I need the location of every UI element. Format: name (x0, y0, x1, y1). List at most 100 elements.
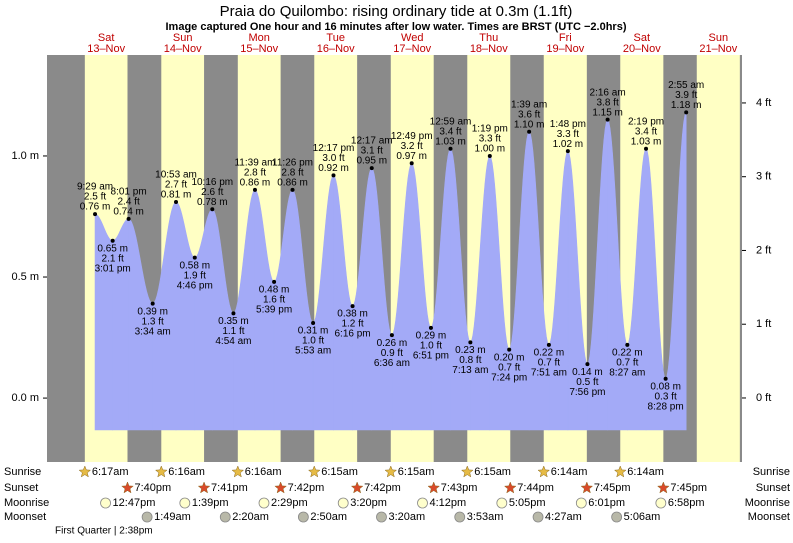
extreme-meters: 0.08 m (650, 381, 681, 392)
extreme-time: 3:34 am (135, 326, 171, 337)
extreme-feet: 3.9 ft (675, 90, 697, 101)
extreme-feet: 2.6 ft (201, 187, 223, 198)
extreme-meters: 0.58 m (179, 260, 210, 271)
row-label: Sunset (756, 482, 790, 494)
extreme-time: 11:26 pm (272, 158, 313, 169)
extreme-feet: 0.7 ft (616, 357, 638, 368)
day-name: Mon (249, 32, 270, 44)
extreme-point (605, 117, 610, 122)
extreme-point (409, 161, 414, 166)
moonset-time: 3:20am (388, 511, 425, 523)
extreme-time: 12:59 am (430, 116, 472, 127)
chart-subtitle: Image captured One hour and 16 minutes a… (165, 21, 626, 33)
extreme-point (192, 255, 197, 260)
star-icon (78, 465, 92, 478)
tide-segment (233, 189, 256, 431)
extreme-meters: 0.35 m (218, 316, 249, 327)
day-name: Sun (173, 32, 193, 44)
extreme-point (507, 347, 512, 352)
star-icon (503, 481, 517, 494)
moonset-time: 2:20am (232, 511, 269, 523)
extreme-point (110, 238, 115, 243)
extreme-time: 12:49 pm (391, 131, 433, 142)
tide-segment (411, 162, 432, 431)
extreme-time: 3:01 pm (95, 263, 131, 274)
moonrise-icon (337, 497, 349, 509)
row-label: Sunrise (753, 466, 790, 478)
tide-segment (333, 174, 353, 431)
moonrise-time: 3:20pm (350, 497, 387, 509)
extreme-point (369, 166, 374, 171)
extreme-time: 7:13 am (452, 365, 488, 376)
extreme-time: 2:16 am (590, 87, 626, 98)
extreme-meters: 0.23 m (455, 345, 486, 356)
tide-segment (292, 189, 314, 431)
extreme-time: 7:56 pm (569, 387, 605, 398)
extreme-time: 2:55 am (668, 80, 704, 91)
extreme-point (290, 187, 295, 192)
moonrise-icon (655, 497, 667, 509)
extreme-point (150, 301, 155, 306)
moonrise-icon (496, 497, 508, 509)
moonrise-time: 12:47pm (113, 497, 156, 509)
extreme-time: 6:51 pm (413, 351, 449, 362)
star-icon (613, 465, 627, 478)
tide-segment (470, 154, 491, 431)
sunset-time: 7:40pm (134, 482, 171, 494)
extreme-time: 9:29 am (77, 182, 113, 193)
extreme-feet: 1.6 ft (263, 295, 285, 306)
extreme-meters: 1.02 m (553, 139, 584, 150)
extreme-meters: 0.31 m (298, 326, 329, 337)
extreme-time: 8:27 am (609, 367, 645, 378)
extreme-feet: 0.5 ft (576, 377, 598, 388)
extreme-meters: 0.65 m (97, 243, 128, 254)
extreme-point (663, 376, 668, 381)
extreme-time: 7:51 am (531, 367, 567, 378)
extreme-feet: 2.8 ft (244, 168, 266, 179)
row-label: Moonrise (4, 497, 49, 509)
sunrise-time: 6:15am (321, 466, 358, 478)
day-name: Fri (559, 32, 572, 44)
extreme-meters: 0.86 m (277, 178, 308, 189)
y2-tick-label: 4 ft (756, 97, 771, 109)
extreme-time: 8:01 pm (111, 187, 147, 198)
extreme-meters: 0.86 m (240, 178, 271, 189)
extreme-point (126, 216, 131, 221)
day-date: 20–Nov (623, 43, 661, 55)
extreme-time: 6:16 pm (334, 329, 370, 340)
moonrise-icon (179, 497, 191, 509)
extreme-point (565, 149, 570, 154)
extreme-point (527, 129, 532, 134)
tide-segment (645, 147, 666, 431)
tide-segment (607, 118, 628, 431)
moonrise-time: 4:12pm (429, 497, 466, 509)
y2-tick-label: 2 ft (756, 244, 771, 256)
y-tick-label: 1.0 m (11, 150, 39, 162)
extreme-meters: 0.76 m (80, 202, 111, 213)
day-date: 19–Nov (546, 43, 584, 55)
star-icon (384, 465, 398, 478)
day-date: 16–Nov (317, 43, 355, 55)
moonrise-icon (100, 497, 111, 509)
moonset-icon (454, 511, 466, 523)
extreme-feet: 3.0 ft (322, 153, 344, 164)
tide-segment (528, 130, 550, 431)
y-tick-label: 0.0 m (11, 392, 39, 404)
star-icon (350, 481, 364, 494)
extreme-time: 10:16 pm (191, 177, 233, 188)
extreme-point (350, 304, 355, 309)
extreme-point (448, 146, 453, 151)
extreme-time: 11:39 am (234, 158, 275, 169)
extreme-point (468, 340, 473, 345)
extreme-time: 10:53 am (155, 170, 197, 181)
moonset-time: 4:27am (545, 511, 582, 523)
moonrise-time: 1:39pm (192, 497, 229, 509)
day-date: 15–Nov (240, 43, 278, 55)
extreme-feet: 1.3 ft (142, 316, 164, 327)
extreme-meters: 1.10 m (514, 119, 545, 130)
day-date: 13–Nov (87, 43, 125, 55)
sunset-time: 7:44pm (517, 482, 554, 494)
day-name: Tue (326, 32, 345, 44)
tide-segment (587, 119, 608, 431)
y2-tick-label: 3 ft (756, 171, 771, 183)
